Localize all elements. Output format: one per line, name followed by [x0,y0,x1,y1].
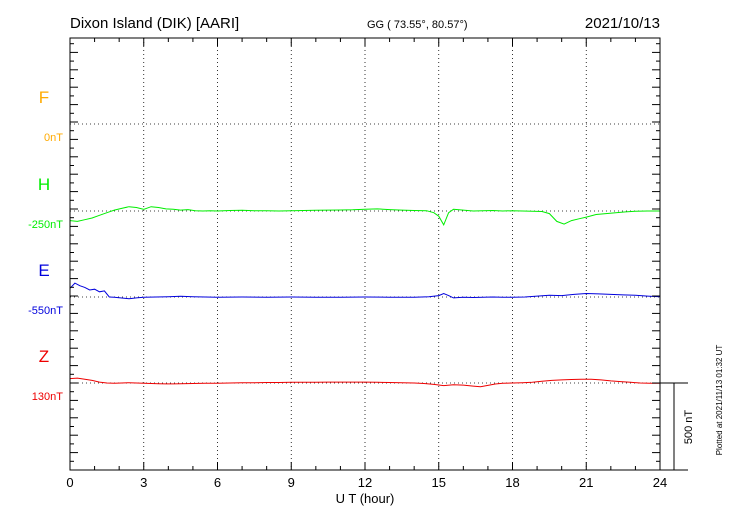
component-labels: F 0nT H -250nT E -550nT Z 130nT [28,88,63,403]
x-tick-label-21: 21 [579,475,593,490]
baseline-value-F: 0nT [44,132,63,144]
x-tick-label-6: 6 [214,475,221,490]
x-tick-label-9: 9 [288,475,295,490]
date-label: 2021/10/13 [585,15,660,32]
baseline-value-E: -550nT [28,305,63,317]
component-letter-Z: Z [39,347,49,366]
x-tick-label-18: 18 [505,475,519,490]
coordinates-label: GG ( 73.55°, 80.57°) [367,19,468,31]
x-tick-label-0: 0 [66,475,73,490]
series-line-H [69,206,660,227]
component-letter-F: F [39,88,49,107]
series-lines [69,206,661,388]
baseline-value-Z: 130nT [32,391,63,403]
x-tick-label-3: 3 [140,475,147,490]
x-tick-label-24: 24 [653,475,667,490]
series-line-E [69,282,661,300]
x-axis-label: U T (hour) [336,491,395,506]
x-tick-label-15: 15 [432,475,446,490]
scale-bar: 500 nT [660,382,695,471]
station-title: Dixon Island (DIK) [AARI] [70,15,239,32]
scale-bar-label: 500 nT [683,410,695,445]
grid-lines [70,38,660,470]
series-line-Z [69,377,661,388]
plot-frame [69,37,661,471]
plotted-timestamp: Plotted at 2021/11/13 01:32 UT [715,345,724,456]
baseline-value-H: -250nT [28,219,63,231]
component-letter-H: H [38,175,50,194]
component-letter-E: E [38,261,49,280]
x-tick-label-12: 12 [358,475,372,490]
